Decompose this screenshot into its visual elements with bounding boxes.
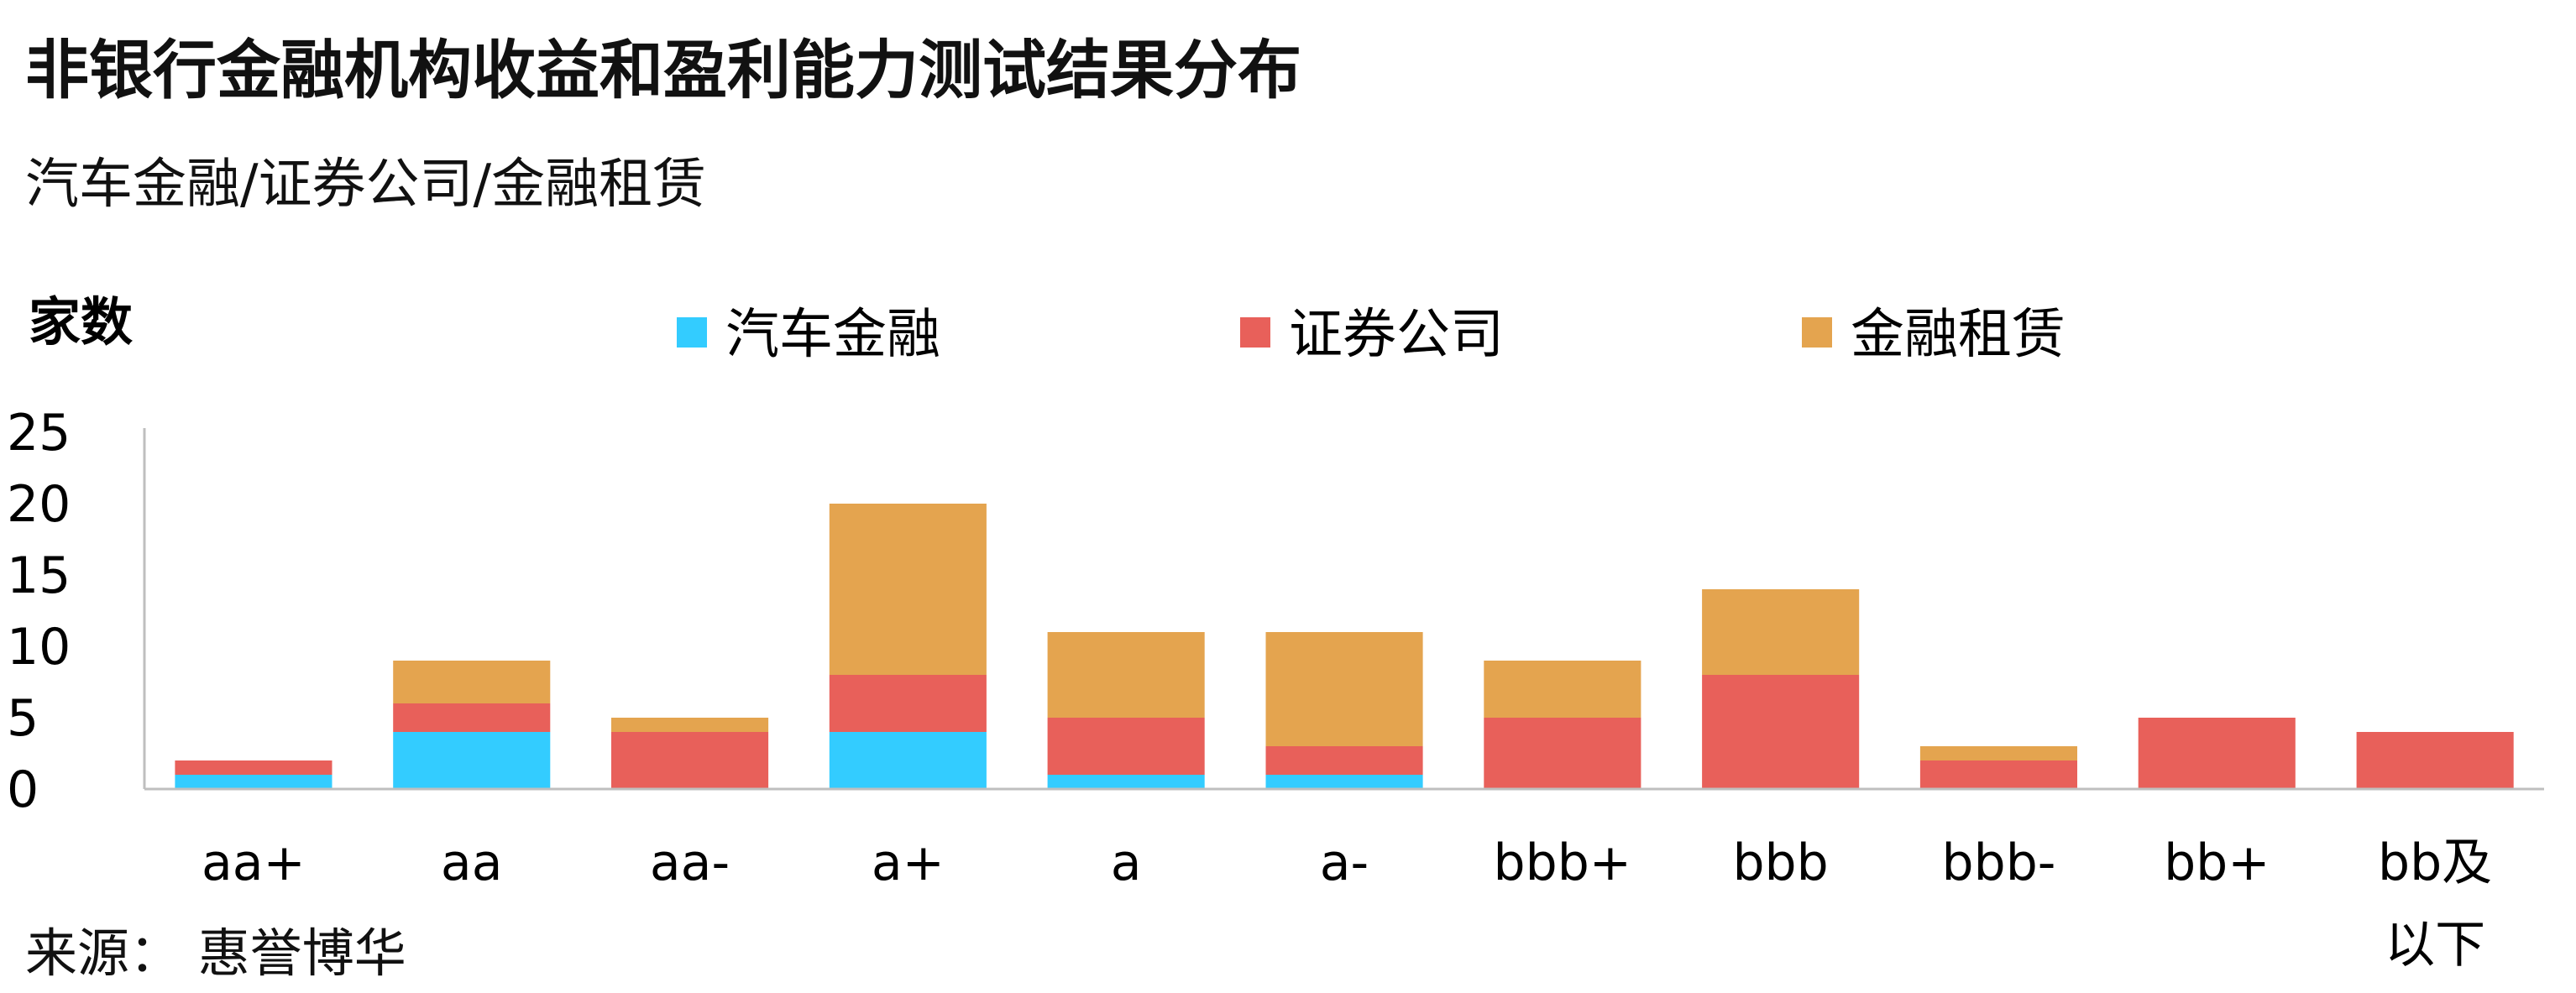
bar-segment — [1047, 632, 1205, 718]
x-tick-label: bbb — [1732, 834, 1828, 892]
bar-segment — [175, 760, 332, 775]
bar-segment — [829, 675, 987, 732]
x-tick-label: bbb- — [1942, 834, 2056, 892]
legend-item: 证券公司 — [1240, 304, 1504, 366]
x-tick-label: aa+ — [202, 834, 306, 892]
legend-swatch — [1802, 317, 1832, 348]
bar-segment — [1484, 718, 1641, 789]
x-tick-label: a- — [1320, 834, 1369, 892]
bar-segment — [611, 718, 769, 732]
bar-segment — [1702, 675, 1860, 789]
chart-title: 非银行金融机构收益和盈利能力测试结果分布 — [25, 33, 1301, 107]
bar-segment — [1047, 775, 1205, 789]
y-tick-label: 10 — [7, 618, 71, 677]
bar-segment — [393, 703, 551, 732]
bar-segment — [1265, 632, 1423, 746]
bar-segment — [829, 732, 987, 789]
bar-segment — [1265, 775, 1423, 789]
bar-segment — [1919, 746, 2077, 760]
y-axis: 0 5 10 15 20 25 — [7, 404, 146, 819]
x-tick-label: bb及以下 — [2378, 834, 2492, 975]
legend-label: 金融租赁 — [1851, 304, 2066, 366]
y-axis-label: 家数 — [29, 291, 133, 353]
legend-label: 证券公司 — [1289, 304, 1504, 366]
bar-segment — [393, 732, 551, 789]
source-note: 来源： 惠誉博华 — [25, 922, 406, 984]
x-tick-label: bbb+ — [1494, 834, 1632, 892]
x-tick-label: aa — [441, 834, 503, 892]
x-tick-label: a+ — [872, 834, 945, 892]
bar-segment — [2356, 732, 2514, 789]
bar-segment — [175, 775, 332, 789]
y-tick-label: 0 — [7, 760, 39, 819]
legend-label: 汽车金融 — [725, 304, 940, 366]
chart-subtitle: 汽车金融/证券公司/金融租赁 — [25, 154, 707, 216]
bar-segment — [1702, 589, 1860, 675]
bar-segment — [393, 661, 551, 703]
legend-swatch — [677, 317, 707, 348]
y-tick-label: 5 — [7, 689, 39, 748]
bar-segment — [611, 732, 769, 789]
bars — [175, 504, 2514, 789]
y-tick-label: 25 — [7, 404, 71, 463]
y-tick-label: 20 — [7, 475, 71, 534]
bar-segment — [1265, 746, 1423, 775]
bar-segment — [829, 504, 987, 675]
y-tick-label: 15 — [7, 546, 71, 605]
legend-item: 金融租赁 — [1802, 304, 2066, 366]
x-tick-label: aa- — [650, 834, 730, 892]
legend-swatch — [1240, 317, 1270, 348]
x-tick-label: bb+ — [2164, 834, 2270, 892]
x-axis: aa+ aa aa-a+ a a-bbb+ bbb bbb-bb+ bb及以下 — [144, 787, 2544, 975]
legend-item: 汽车金融 — [677, 304, 940, 366]
bar-segment — [1484, 661, 1641, 718]
x-tick-label: a — [1111, 834, 1142, 892]
bar-segment — [1047, 718, 1205, 775]
bar-segment — [2138, 718, 2296, 789]
bar-segment — [1919, 760, 2077, 789]
legend: 汽车金融 证券公司 金融租赁 — [677, 304, 2066, 366]
